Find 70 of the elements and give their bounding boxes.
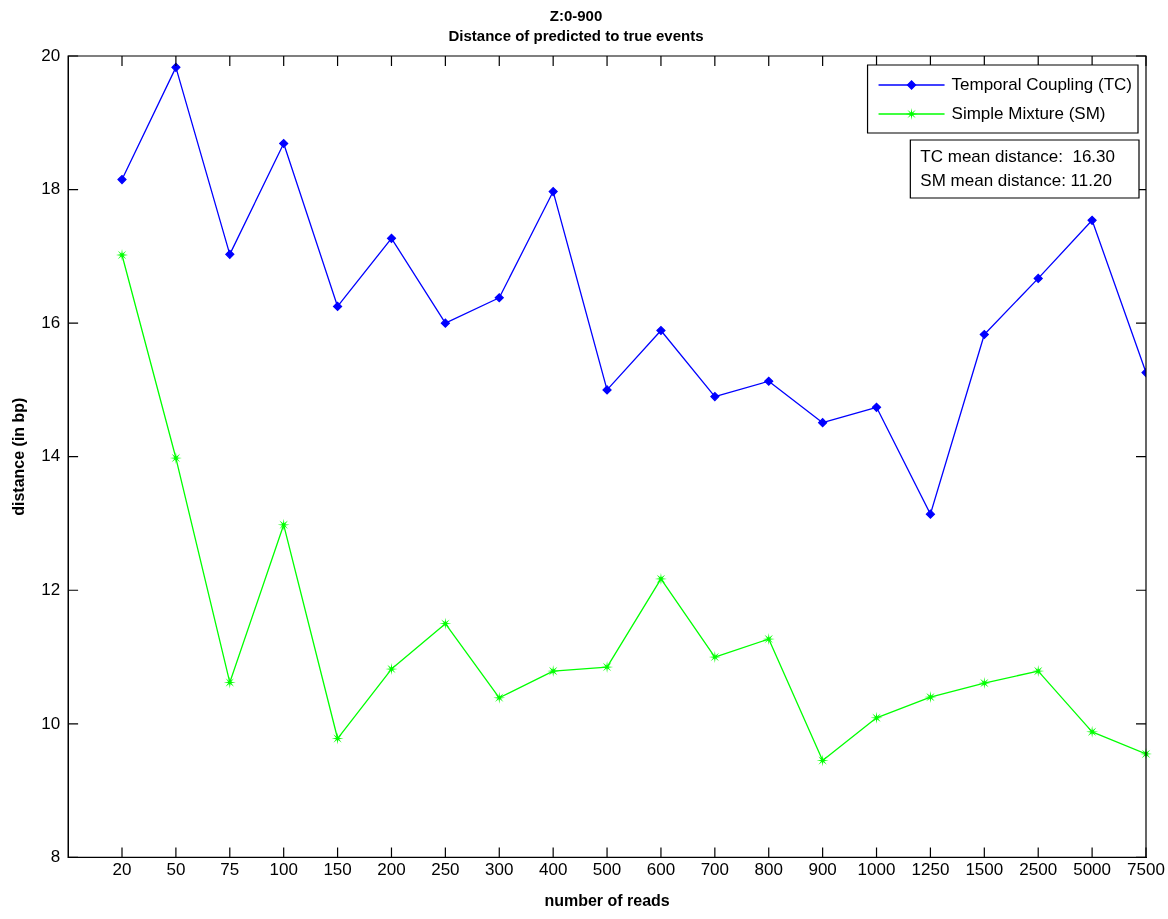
point [171,62,181,72]
x-tick-label: 50 [166,860,186,880]
point [764,376,774,386]
point [440,318,450,328]
y-tick-label: 16 [41,312,61,332]
y-tick-label: 10 [41,713,61,733]
point [279,138,289,149]
y-tick-label: 18 [41,179,61,199]
point [386,233,397,243]
x-tick-label: 250 [431,860,460,880]
point [169,452,182,465]
y-tick-label: 12 [41,579,61,599]
y-tick-label: 20 [41,45,61,65]
x-tick-label: 400 [538,860,568,880]
point [494,293,504,303]
x-tick-label: 500 [592,860,622,880]
y-axis-title: distance (in bp) [10,397,28,516]
point [1087,215,1097,225]
chart-subtitle: Distance of predicted to true events [448,27,704,45]
y-tick-label: 8 [50,847,61,867]
point [277,518,290,531]
point [979,329,989,340]
point [223,676,236,689]
x-tick-label: 900 [808,860,837,880]
x-tick-label: 75 [220,860,240,880]
point [547,665,560,678]
point [1033,273,1043,283]
point [925,509,936,519]
annotation: SM mean distance: 11.20 [920,170,1112,190]
point [439,617,452,630]
point [818,418,828,428]
x-tick-label: 7500 [1127,860,1165,880]
x-axis-title: number of reads [544,891,670,909]
point [1032,665,1045,678]
x-tick-label: 2500 [1019,860,1058,880]
point [710,392,720,402]
x-tick-label: 150 [323,860,352,880]
x-tick-label: 700 [700,860,730,880]
point [331,732,344,745]
x-tick-label: 1500 [965,860,1004,880]
point [332,301,343,312]
chart-title: Z:0-900 [549,7,603,25]
x-tick-label: 800 [754,860,783,880]
point [871,402,882,412]
point [493,691,506,704]
point [116,249,128,262]
y-tick-label: 14 [41,446,61,466]
point [924,691,937,704]
point [654,572,667,585]
point [708,651,721,664]
x-tick-label: 200 [377,860,406,880]
point [602,385,612,395]
annotation: TC mean distance: 16.30 [920,146,1116,166]
x-tick-label: 300 [485,860,514,880]
point [870,711,883,724]
legend-label: Temporal Coupling (TC) [951,74,1132,94]
point [656,325,666,336]
x-tick-label: 1000 [857,860,896,880]
x-tick-label: 5000 [1073,860,1112,880]
point [816,754,829,767]
legend-label: Simple Mixture (SM) [951,103,1106,123]
x-tick-label: 100 [269,860,298,880]
x-tick-label: 20 [112,860,132,880]
point [601,661,614,674]
point [548,186,558,197]
point [117,174,127,185]
point [978,677,991,690]
x-tick-label: 1250 [911,860,950,880]
x-tick-label: 600 [646,860,676,880]
point [225,249,235,259]
